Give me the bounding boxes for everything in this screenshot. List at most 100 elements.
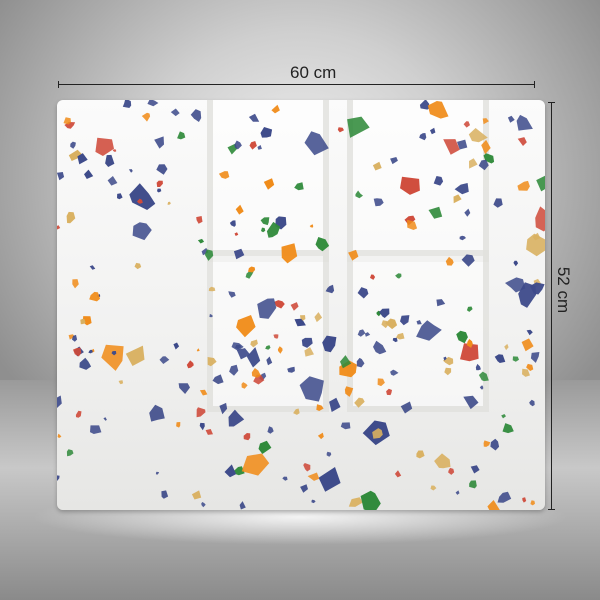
terrazzo-chip: [386, 388, 392, 396]
terrazzo-chip: [229, 220, 236, 227]
terrazzo-chip: [497, 491, 512, 503]
terrazzo-chip: [149, 404, 165, 422]
terrazzo-chip: [293, 408, 300, 415]
terrazzo-chip: [400, 176, 420, 195]
terrazzo-chip: [400, 315, 410, 326]
terrazzo-chip: [57, 225, 61, 230]
terrazzo-chip: [445, 256, 454, 266]
terrazzo-chip: [155, 471, 160, 475]
terrazzo-chip: [454, 183, 469, 195]
terrazzo-chip: [370, 274, 376, 280]
terrazzo-chip: [326, 451, 332, 457]
panel-reflection: [30, 505, 570, 545]
terrazzo-chip: [444, 367, 452, 376]
terrazzo-chip: [318, 467, 341, 492]
terrazzo-chip: [154, 136, 164, 149]
terrazzo-chip: [112, 149, 117, 152]
terrazzo-chip: [68, 149, 84, 161]
width-label: 60 cm: [290, 63, 337, 82]
terrazzo-chip: [400, 401, 413, 414]
terrazzo-chip: [204, 249, 214, 261]
terrazzo-chip: [191, 490, 202, 500]
terrazzo-chip: [416, 320, 422, 325]
terrazzo-chip: [103, 417, 107, 421]
terrazzo-chip: [290, 302, 299, 311]
terrazzo-chip: [430, 485, 437, 491]
terrazzo-chip: [274, 300, 285, 309]
terrazzo-chip: [70, 141, 76, 149]
terrazzo-chip: [89, 265, 96, 270]
terrazzo-chip: [300, 484, 308, 493]
terrazzo-chip: [170, 108, 180, 117]
terrazzo-chip: [396, 332, 405, 340]
terrazzo-chip: [448, 467, 455, 475]
terrazzo-chip: [416, 320, 442, 341]
terrazzo-chip: [317, 432, 324, 440]
terrazzo-chip: [379, 308, 390, 318]
terrazzo-chip: [89, 291, 100, 302]
terrazzo-chip: [372, 161, 382, 171]
terrazzo-chip: [234, 466, 245, 476]
width-dimension-line: [58, 81, 535, 88]
terrazzo-chip: [530, 282, 545, 295]
terrazzo-chip: [90, 425, 102, 434]
terrazzo-chip: [526, 233, 545, 257]
terrazzo-chip: [137, 198, 143, 204]
terrazzo-chip: [348, 249, 359, 261]
terrazzo-chip: [307, 472, 320, 481]
terrazzo-chip: [261, 227, 266, 233]
terrazzo-chip: [212, 374, 224, 385]
terrazzo-chip: [507, 115, 515, 123]
terrazzo-chip: [236, 315, 256, 338]
terrazzo-chip: [281, 243, 298, 264]
terrazzo-chip: [481, 139, 491, 155]
terrazzo-chip: [199, 389, 208, 396]
terrazzo-chip: [464, 208, 471, 217]
terrazzo-chip: [463, 395, 479, 410]
terrazzo-chip: [479, 385, 484, 390]
terrazzo-chip: [282, 476, 288, 481]
terrazzo-chip: [72, 279, 79, 289]
terrazzo-chip: [419, 100, 430, 110]
terrazzo-chip: [381, 320, 390, 329]
terrazzo-chip: [57, 433, 62, 438]
terrazzo-chip: [340, 422, 351, 430]
terrazzo-chip: [311, 499, 316, 504]
terrazzo-chip: [201, 502, 206, 508]
terrazzo-chip: [260, 127, 273, 138]
terrazzo-chip: [233, 248, 245, 260]
terrazzo-chip: [521, 338, 534, 352]
terrazzo-chip: [266, 356, 273, 366]
terrazzo-chip: [536, 175, 545, 192]
terrazzo-chip: [156, 164, 168, 175]
terrazzo-chip: [470, 465, 480, 474]
terrazzo-chip: [372, 428, 383, 439]
terrazzo-chip: [287, 366, 295, 373]
terrazzo-chip: [501, 414, 506, 419]
terrazzo-chip: [239, 501, 246, 510]
terrazzo-chip: [453, 194, 462, 204]
terrazzo-chip: [68, 334, 75, 340]
terrazzo-chip: [468, 128, 488, 143]
terrazzo-chip: [478, 159, 489, 171]
height-dimension-line: [548, 102, 555, 510]
terrazzo-chip: [176, 422, 181, 428]
terrazzo-chip: [530, 352, 540, 363]
terrazzo-chip: [101, 344, 124, 371]
terrazzo-chip: [299, 376, 324, 402]
terrazzo-chip: [478, 371, 489, 382]
terrazzo-chip: [294, 318, 306, 327]
terrazzo-chip: [117, 193, 123, 200]
terrazzo-chip: [250, 339, 258, 348]
terrazzo-chip: [348, 497, 363, 507]
terrazzo-chip: [235, 204, 244, 215]
terrazzo-chip: [457, 139, 468, 150]
terrazzo-chip: [294, 182, 304, 191]
terrazzo-chip: [265, 345, 271, 350]
terrazzo-chip: [199, 422, 205, 431]
terrazzo-chip: [79, 357, 92, 370]
terrazzo-chip: [82, 316, 92, 326]
terrazzo-chip: [248, 266, 256, 273]
terrazzo-chip: [394, 470, 402, 478]
terrazzo-chip: [122, 100, 132, 108]
